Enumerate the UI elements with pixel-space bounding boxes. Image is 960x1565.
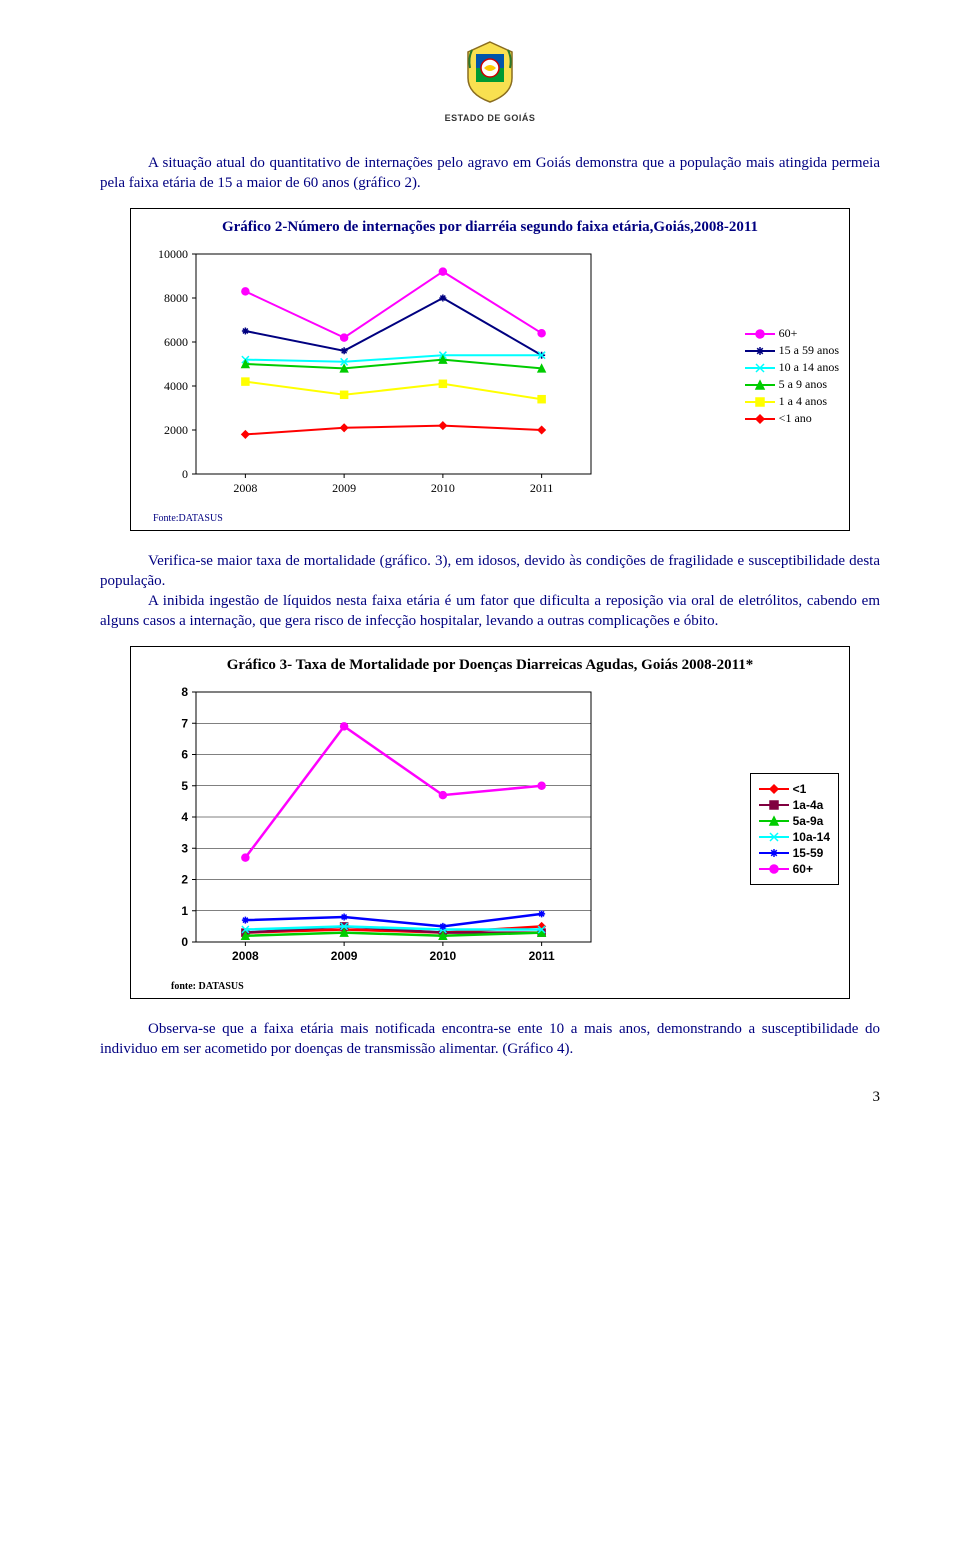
legend-item: 1a-4a bbox=[759, 798, 830, 812]
svg-text:2011: 2011 bbox=[529, 949, 555, 963]
chart-3-title: Gráfico 3- Taxa de Mortalidade por Doenç… bbox=[141, 657, 839, 674]
paragraph-2b-text: A inibida ingestão de líquidos nesta fai… bbox=[100, 593, 880, 629]
legend-item: 60+ bbox=[745, 326, 839, 341]
svg-text:2009: 2009 bbox=[332, 481, 356, 495]
svg-text:10000: 10000 bbox=[158, 247, 188, 261]
svg-text:7: 7 bbox=[181, 716, 188, 730]
legend-item: 5a-9a bbox=[759, 814, 830, 828]
svg-text:2011: 2011 bbox=[530, 481, 554, 495]
legend-item: 5 a 9 anos bbox=[745, 377, 839, 392]
legend-item: 15-59 bbox=[759, 846, 830, 860]
paragraph-2a-text: Verifica-se maior taxa de mortalidade (g… bbox=[100, 553, 880, 589]
svg-text:1: 1 bbox=[181, 903, 188, 917]
legend-item: <1 bbox=[759, 782, 830, 796]
state-label: ESTADO DE GOIÁS bbox=[100, 113, 880, 123]
svg-text:4000: 4000 bbox=[164, 379, 188, 393]
svg-text:2: 2 bbox=[181, 872, 188, 886]
legend-item: 15 a 59 anos bbox=[745, 343, 839, 358]
chart-3-container: Gráfico 3- Taxa de Mortalidade por Doenç… bbox=[130, 646, 850, 999]
header-logo: ESTADO DE GOIÁS bbox=[100, 40, 880, 123]
chart-3-plot: 0 1 2 3 4 5 6 7 8 2008 2009 2010 2011 bbox=[141, 682, 601, 972]
svg-text:2010: 2010 bbox=[431, 481, 455, 495]
svg-text:5: 5 bbox=[181, 778, 188, 792]
svg-text:4: 4 bbox=[181, 810, 188, 824]
legend-item: 10 a 14 anos bbox=[745, 360, 839, 375]
chart-2-source: Fonte:DATASUS bbox=[153, 513, 839, 524]
legend-item: 1 a 4 anos bbox=[745, 394, 839, 409]
paragraph-3-text: Observa-se que a faixa etária mais notif… bbox=[100, 1021, 880, 1057]
chart-2-plot: 0 2000 4000 6000 8000 10000 2008 2009 2010 2011 bbox=[141, 244, 601, 504]
legend-item: 10a-14 bbox=[759, 830, 830, 844]
svg-text:2008: 2008 bbox=[232, 949, 259, 963]
paragraph-3: Observa-se que a faixa etária mais notif… bbox=[100, 1019, 880, 1060]
chart-3-legend: <1 1a-4a 5a-9a 10a-14 15-59 60+ bbox=[750, 773, 839, 885]
svg-text:2010: 2010 bbox=[430, 949, 457, 963]
legend-item: 60+ bbox=[759, 862, 830, 876]
svg-text:0: 0 bbox=[182, 467, 188, 481]
chart-2-legend: 60+ 15 a 59 anos 10 a 14 anos 5 a 9 anos 1 a… bbox=[745, 324, 839, 428]
svg-text:2009: 2009 bbox=[331, 949, 358, 963]
svg-text:6000: 6000 bbox=[164, 335, 188, 349]
svg-text:6: 6 bbox=[181, 747, 188, 761]
svg-text:0: 0 bbox=[181, 935, 188, 949]
paragraph-2: Verifica-se maior taxa de mortalidade (g… bbox=[100, 551, 880, 632]
svg-text:8: 8 bbox=[181, 685, 188, 699]
paragraph-1-text: A situação atual do quantitativo de inte… bbox=[100, 155, 880, 191]
paragraph-1: A situação atual do quantitativo de inte… bbox=[100, 153, 880, 194]
chart-2-title: Gráfico 2-Número de internações por diar… bbox=[141, 219, 839, 236]
svg-text:8000: 8000 bbox=[164, 291, 188, 305]
legend-item: <1 ano bbox=[745, 411, 839, 426]
svg-text:2008: 2008 bbox=[233, 481, 257, 495]
svg-text:3: 3 bbox=[181, 841, 188, 855]
coat-of-arms-icon bbox=[462, 40, 518, 106]
chart-2-container: Gráfico 2-Número de internações por diar… bbox=[130, 208, 850, 531]
svg-text:2000: 2000 bbox=[164, 423, 188, 437]
page-number: 3 bbox=[100, 1089, 880, 1106]
chart-3-source: fonte: DATASUS bbox=[171, 981, 839, 992]
